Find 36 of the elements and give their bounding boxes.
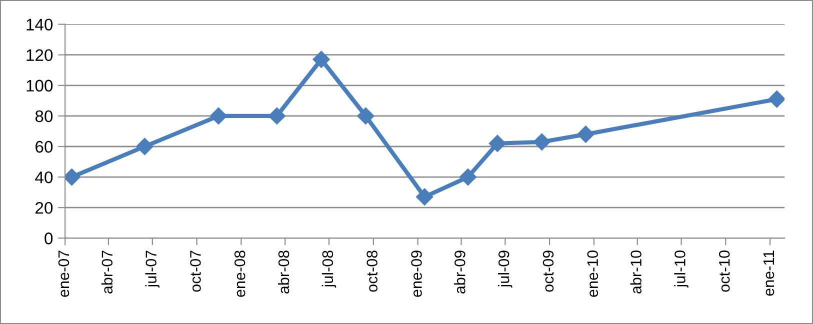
x-tick-label: abr-08 xyxy=(278,250,290,294)
y-tick-label: 20 xyxy=(36,202,53,214)
x-tick-label: ene-10 xyxy=(587,250,598,297)
x-tick-label: jul-10 xyxy=(674,250,688,288)
point xyxy=(768,90,785,108)
x-tick-label: ene-08 xyxy=(234,250,246,297)
x-tick-label: oct-07 xyxy=(190,250,201,292)
point xyxy=(136,138,154,156)
y-tick-label: 0 xyxy=(44,232,53,244)
x-tick-label: oct-09 xyxy=(542,250,554,292)
point xyxy=(488,134,506,152)
point xyxy=(459,168,477,186)
x-tick-label: jul-07 xyxy=(145,250,160,288)
point xyxy=(577,126,594,143)
x-tick-label: abr-10 xyxy=(630,250,642,294)
x-tick-label: jul-08 xyxy=(322,250,336,288)
x-tick-label: abr-07 xyxy=(101,250,113,294)
x-tick-label: jul-09 xyxy=(498,250,512,288)
point xyxy=(416,188,434,206)
point xyxy=(312,50,330,68)
y-tick-label: 80 xyxy=(35,110,53,122)
point xyxy=(268,107,286,124)
x-tick-label: oct-08 xyxy=(366,250,378,292)
x-tick-label: ene-11 xyxy=(764,250,774,296)
x-tick-label: abr-09 xyxy=(454,250,466,294)
y-tick-label: 40 xyxy=(35,171,53,184)
x-tick-label: ene-09 xyxy=(411,250,422,297)
y-tick-label: 120 xyxy=(26,49,53,62)
point xyxy=(357,107,374,124)
y-tick-label: 140 xyxy=(26,18,53,31)
y-tick-label: 100 xyxy=(26,80,53,92)
y-tick-label: 60 xyxy=(36,140,53,153)
x-tick-label: ene-07 xyxy=(58,250,70,297)
x-tick-label: oct-10 xyxy=(718,250,730,292)
point xyxy=(533,133,550,150)
point xyxy=(210,107,228,124)
